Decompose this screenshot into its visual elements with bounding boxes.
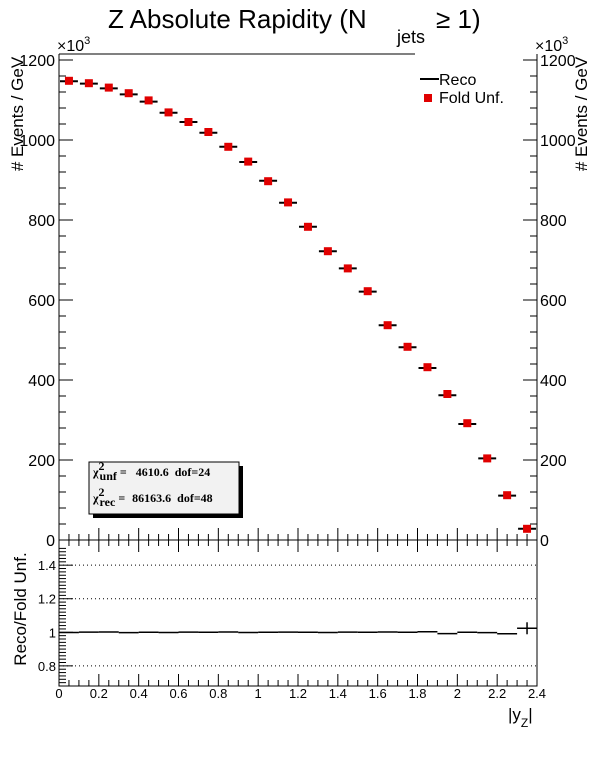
foldunf-point [64, 76, 73, 85]
main-ytick-label-right: 200 [540, 453, 567, 470]
foldunf-point [104, 83, 113, 92]
foldunf-point [184, 118, 193, 126]
foldunf-point [144, 96, 153, 105]
ratio-series [59, 622, 537, 635]
ratio-xtick-label: 2 [454, 686, 461, 701]
chart-title-subscript: jets [396, 27, 425, 47]
ratio-xtick-label: 1.4 [329, 686, 347, 701]
legend-reco-label: Reco [439, 72, 476, 89]
ratio-axis-ticks [58, 540, 538, 686]
main-ytick-label-right: 1000 [540, 133, 576, 150]
ratio-xtick-label: 0 [55, 686, 62, 701]
foldunf-point [284, 198, 293, 207]
ratio-x-tick-labels: 0 0.2 0.4 0.6 0.8 1 1.2 1.4 1.6 1.8 2 2.2 2.4 [55, 686, 546, 701]
ratio-xtick-label: 0.8 [209, 686, 227, 701]
main-ytick-label-left: 200 [28, 453, 55, 470]
main-y-tick-labels: 0 0 200 200 400 400 600 600 800 800 1000 1000 1200 12… [19, 53, 575, 550]
main-ytick-label-right: 1200 [540, 53, 576, 70]
foldunf-point [423, 363, 432, 372]
legend: Reco Fold Unf. [420, 72, 504, 107]
foldunf-point [403, 342, 412, 351]
ratio-xtick-label: 0.6 [169, 686, 187, 701]
foldunf-point [204, 128, 213, 136]
ratio-ytick-label: 0.8 [38, 659, 56, 674]
stats-rec-line: χ2 rec = 86163.6 dof=48 [92, 485, 213, 509]
ratio-xtick-label: 1 [255, 686, 262, 701]
foldunf-point [264, 177, 273, 186]
foldunf-point [124, 89, 133, 98]
ratio-y-tick-labels: 0.8 1 1.2 1.4 [38, 558, 56, 674]
ratio-xtick-label: 2.4 [528, 686, 546, 701]
main-ytick-label-left: 0 [46, 533, 55, 550]
foldunf-point [523, 524, 532, 533]
stats-box [88, 461, 240, 515]
foldunf-point [84, 79, 93, 88]
main-ytick-label-left: 600 [28, 293, 55, 310]
stats-unf-line: χ2 unf = 4610.6 dof=24 [92, 459, 210, 483]
foldunf-point [303, 222, 312, 231]
foldunf-point [164, 108, 173, 117]
chart-title-tail: ≥ 1) [436, 4, 481, 34]
main-ytick-label-right: 0 [540, 533, 549, 550]
ratio-xtick-label: 1.8 [408, 686, 426, 701]
ratio-ytick-label: 1.2 [38, 592, 56, 607]
ratio-xtick-label: 2.2 [488, 686, 506, 701]
main-ytick-label-right: 400 [540, 373, 567, 390]
ratio-frame [58, 539, 538, 687]
ratio-gridlines [59, 564, 537, 667]
legend-foldunf-label: Fold Unf. [439, 90, 504, 107]
foldunf-point [483, 454, 492, 463]
foldunf-point [363, 287, 372, 296]
ratio-xtick-label: 1.2 [289, 686, 307, 701]
main-ytick-label-left: 1000 [19, 133, 55, 150]
ratio-y-axis-label: Reco/Fold Unf. [11, 552, 30, 665]
chi2-stats-box: χ2 unf = 4610.6 dof=24 χ2 rec = 86163.6 dof=… [88, 459, 243, 518]
ratio-xtick-label: 0.4 [130, 686, 148, 701]
y-axis-label-right: # Events / GeV [572, 56, 591, 171]
main-series [60, 76, 536, 533]
x-axis-label: |yZ| [508, 705, 533, 730]
foldunf-point [343, 264, 352, 273]
foldunf-point [224, 142, 233, 151]
foldunf-point [244, 157, 253, 166]
main-ytick-label-left: 800 [28, 213, 55, 230]
chart-title: Z Absolute Rapidity (N [108, 4, 367, 34]
ratio-xtick-label: 0.2 [90, 686, 108, 701]
ratio-ytick-label: 1.4 [38, 558, 56, 573]
y-axis-label-left: # Events / GeV [8, 56, 27, 171]
foldunf-point [503, 491, 512, 500]
ratio-xtick-label: 1.6 [369, 686, 387, 701]
main-ytick-label-left: 400 [28, 373, 55, 390]
main-ytick-label-right: 800 [540, 213, 567, 230]
y-exponent-right: ×103 [535, 35, 568, 55]
ratio-ytick-label: 1 [49, 625, 56, 640]
main-ytick-label-left: 1200 [19, 53, 55, 70]
y-exponent-left: ×103 [57, 35, 90, 55]
foldunf-point [463, 419, 472, 428]
foldunf-point [323, 247, 332, 256]
foldunf-point [443, 390, 452, 398]
legend-foldunf-marker [424, 94, 432, 102]
foldunf-point [383, 321, 392, 330]
main-ytick-label-right: 600 [540, 293, 567, 310]
